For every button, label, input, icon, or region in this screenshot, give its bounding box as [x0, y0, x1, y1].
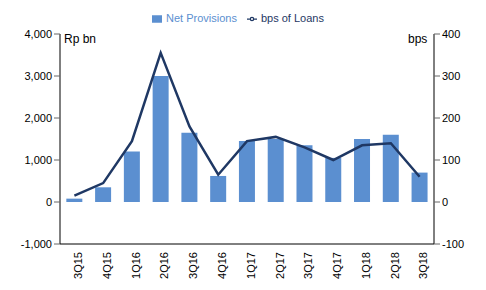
svg-text:4Q16: 4Q16 [216, 252, 228, 279]
html-text:bps: bps [408, 32, 428, 46]
svg-text:3Q18: 3Q18 [417, 252, 429, 279]
svg-text:100: 100 [442, 154, 460, 166]
svg-text:2,000: 2,000 [24, 112, 52, 124]
svg-text:0: 0 [46, 196, 52, 208]
html-text:Rp bn: Rp bn [64, 32, 96, 46]
svg-text:4Q15: 4Q15 [101, 252, 113, 279]
svg-text:1Q18: 1Q18 [360, 252, 372, 279]
svg-text:2Q17: 2Q17 [274, 252, 286, 279]
svg-text:1,000: 1,000 [24, 154, 52, 166]
svg-text:2Q18: 2Q18 [389, 252, 401, 279]
svg-text:300: 300 [442, 70, 460, 82]
svg-text:-100: -100 [442, 238, 464, 250]
html-text:bps of Loans: bps of Loans [261, 12, 324, 24]
svg-text:200: 200 [442, 112, 460, 124]
svg-text:4Q17: 4Q17 [331, 252, 343, 279]
svg-text:1Q16: 1Q16 [130, 252, 142, 279]
svg-text:0: 0 [442, 196, 448, 208]
svg-text:2Q16: 2Q16 [159, 252, 171, 279]
html-text:Net Provisions: Net Provisions [166, 12, 237, 24]
svg-text:-1,000: -1,000 [21, 238, 52, 250]
svg-text:3Q16: 3Q16 [187, 252, 199, 279]
svg-text:3,000: 3,000 [24, 70, 52, 82]
svg-text:1Q17: 1Q17 [245, 252, 257, 279]
svg-text:3Q15: 3Q15 [72, 252, 84, 279]
svg-text:4,000: 4,000 [24, 28, 52, 40]
svg-text:3Q17: 3Q17 [302, 252, 314, 279]
svg-text:400: 400 [442, 28, 460, 40]
